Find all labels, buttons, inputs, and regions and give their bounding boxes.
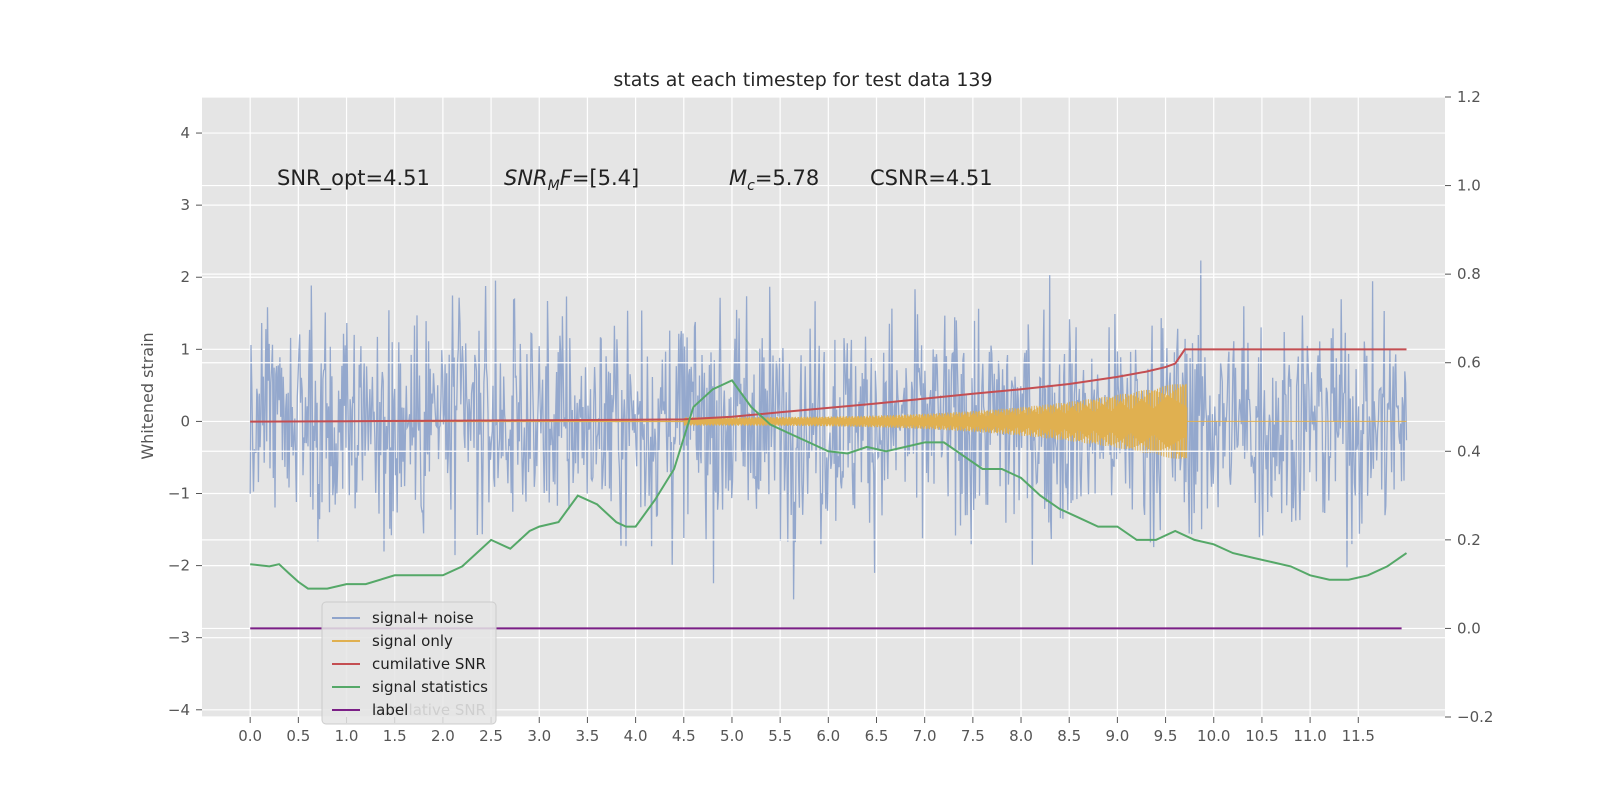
x-tick-label: 1.5 — [383, 727, 407, 745]
y-tick-label: −4 — [168, 701, 190, 719]
x-tick-label: 5.0 — [720, 727, 744, 745]
signal-only-line — [683, 383, 1407, 459]
x-tick-label: 0.0 — [238, 727, 262, 745]
x-tick-label: 4.0 — [624, 727, 648, 745]
x-tick-label: 11.5 — [1342, 727, 1375, 745]
y-tick-label: 4 — [180, 124, 190, 142]
x-tick-label: 6.0 — [816, 727, 840, 745]
x-tick-label: 4.5 — [672, 727, 696, 745]
right-tick-label: 0.8 — [1457, 265, 1481, 283]
legend-label: signal only — [372, 632, 453, 650]
x-tick-label: 10.0 — [1197, 727, 1230, 745]
x-tick-label: 2.0 — [431, 727, 455, 745]
y-tick-label: −3 — [168, 629, 190, 647]
right-tick-label: 1.0 — [1457, 177, 1481, 195]
signal-noise-line — [249, 260, 1408, 600]
x-tick-label: 11.0 — [1293, 727, 1326, 745]
legend-label: signal statistics — [372, 678, 488, 696]
x-tick-label: 7.5 — [961, 727, 985, 745]
x-tick-label: 8.5 — [1057, 727, 1081, 745]
legend-label: cumilative SNR — [372, 655, 486, 673]
y-tick-label: 1 — [180, 340, 190, 358]
legend-label: label — [372, 701, 408, 719]
x-tick-label: 2.5 — [479, 727, 503, 745]
x-tick-label: 9.0 — [1105, 727, 1129, 745]
signal-noise-series — [249, 260, 1408, 600]
chart-title: stats at each timestep for test data 139 — [613, 69, 992, 91]
right-tick-label: 0.4 — [1457, 442, 1481, 460]
x-tick-label: 9.5 — [1154, 727, 1178, 745]
y-tick-label: 3 — [180, 196, 190, 214]
annotation-1: SNRMF=[5.4] — [504, 166, 639, 194]
x-tick-label: 3.0 — [527, 727, 551, 745]
x-tick-label: 0.5 — [286, 727, 310, 745]
signal-statistics-line — [250, 379, 1408, 590]
right-tick-label: 0.6 — [1457, 354, 1481, 372]
x-tick-label: 10.5 — [1245, 727, 1278, 745]
right-tick-label: −0.2 — [1457, 708, 1493, 726]
legend: signal+ noise signal only cumilative SNR si… — [321, 601, 497, 725]
y-tick-label: 2 — [180, 268, 190, 286]
legend-ghost-text: cumilative SNR — [372, 701, 486, 719]
right-tick-label: 0.2 — [1457, 531, 1481, 549]
right-tick-label: 1.2 — [1457, 88, 1481, 106]
x-tick-label: 6.5 — [865, 727, 889, 745]
cumilative-snr-line — [250, 348, 1407, 423]
annotation-0: SNR_opt=4.51 — [277, 166, 430, 191]
y-axis-label: Whitened strain — [138, 332, 157, 459]
y-tick-label: −2 — [168, 557, 190, 575]
annotation-3: CSNR=4.51 — [870, 166, 993, 190]
right-tick-label: 0.0 — [1457, 619, 1481, 637]
annotations: SNR_opt=4.51 SNRMF=[5.4] Mc=5.78 CSNR=4.51 — [277, 166, 993, 194]
y-tick-label: 0 — [180, 412, 190, 430]
axes: 0.0 0.5 1.0 1.5 2.0 2.5 3.0 3.5 4.0 4.5 5.0 5.5 6.0 6… — [168, 88, 1494, 745]
y-tick-label: −1 — [168, 485, 190, 503]
legend-label: signal+ noise — [372, 609, 474, 627]
x-tick-label: 7.0 — [913, 727, 937, 745]
x-tick-label: 5.5 — [768, 727, 792, 745]
x-tick-label: 1.0 — [335, 727, 359, 745]
x-tick-label: 3.5 — [575, 727, 599, 745]
x-tick-label: 8.0 — [1009, 727, 1033, 745]
annotation-2: Mc=5.78 — [729, 166, 819, 194]
legend-box — [321, 601, 497, 725]
